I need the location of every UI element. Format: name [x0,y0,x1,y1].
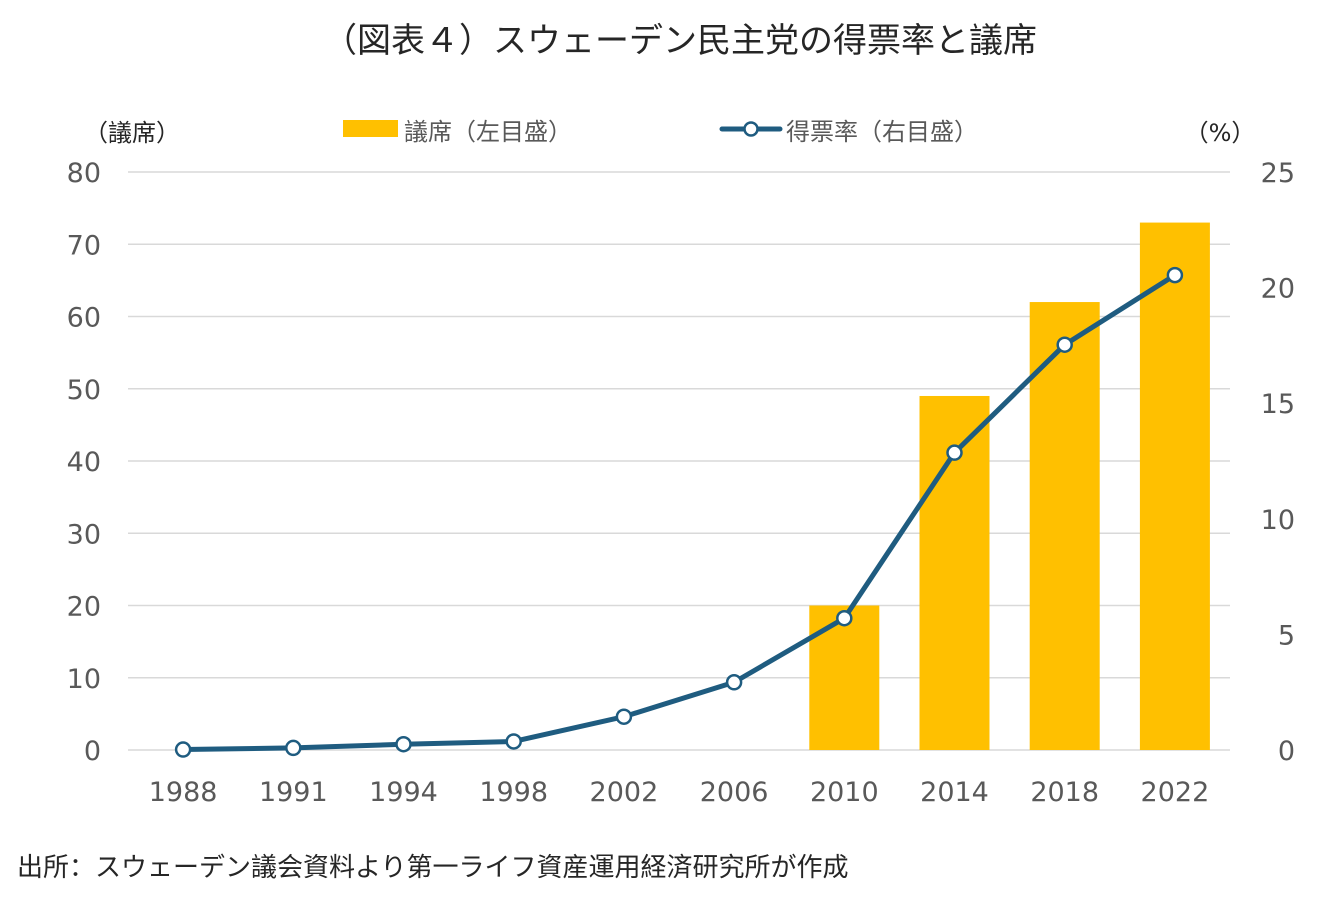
x-tick-label: 1988 [149,777,218,808]
legend-line-label: 得票率（右目盛） [786,118,978,146]
bar [1029,302,1100,750]
bar-series [809,222,1210,750]
legend-bar-label: 議席（左目盛） [404,118,572,146]
chart-title: （図表４）スウェーデン民主党の得票率と議席 [323,21,1037,61]
right-tick-label: 5 [1278,620,1295,651]
bar [809,605,880,750]
line-point [174,741,192,758]
left-tick-label: 50 [67,375,101,406]
series-line [183,273,1177,753]
right-axis-title: （%） [1185,119,1256,147]
line-point [725,674,743,691]
right-tick-label: 10 [1261,505,1295,536]
x-tick-label: 2014 [920,777,989,808]
left-tick-label: 10 [67,664,101,695]
source-note: 出所：スウェーデン議会資料より第一ライフ資産運用経済研究所が作成 [17,853,848,883]
x-tick-label: 2022 [1141,777,1210,808]
x-tick-label: 1998 [479,777,548,808]
legend: 議席（左目盛） 得票率（右目盛） [343,118,978,146]
x-tick-label: 2002 [590,777,659,808]
line-point [285,739,302,757]
left-tick-label: 40 [67,447,101,478]
line-point [836,609,853,627]
left-tick-label: 60 [67,303,101,334]
x-axis-ticks: 1988 1991 1994 1998 2002 2006 2010 2014 2018 2022 [149,777,1210,808]
line-point [1166,266,1184,284]
left-axis-title: （議席） [84,119,180,147]
x-tick-label: 1991 [259,777,328,808]
line-point [615,708,633,725]
line-point [1056,336,1073,353]
x-tick-label: 2006 [700,777,769,808]
legend-bar-swatch [343,120,398,137]
left-tick-label: 80 [67,158,101,189]
line-point [946,444,963,461]
right-axis-ticks: 0 5 10 15 20 25 [1261,158,1295,767]
left-tick-label: 70 [67,230,101,261]
line-point [505,733,522,750]
bar [1139,222,1210,750]
line-point [395,735,412,753]
right-tick-label: 15 [1261,389,1295,420]
left-tick-label: 30 [67,519,101,550]
right-tick-label: 25 [1261,158,1295,189]
line-series [174,266,1184,758]
right-tick-label: 0 [1278,736,1295,767]
legend-line-marker [743,121,759,137]
x-tick-label: 1994 [369,777,438,808]
x-tick-label: 2018 [1030,777,1099,808]
left-tick-label: 20 [67,592,101,623]
gridlines [128,171,1230,751]
left-axis-ticks: 0 10 20 30 40 50 60 70 80 [67,158,101,767]
left-tick-label: 0 [84,736,101,767]
right-tick-label: 20 [1261,274,1295,305]
x-tick-label: 2010 [810,777,879,808]
